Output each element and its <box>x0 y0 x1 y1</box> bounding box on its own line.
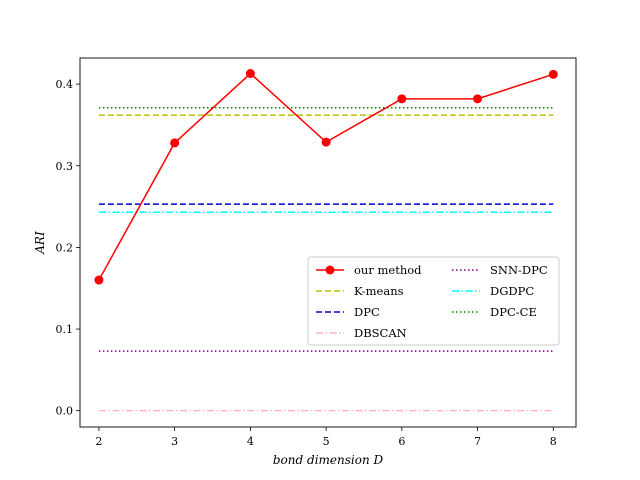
x-axis-label: bond dimension D <box>273 453 384 467</box>
y-tick-label: 0.2 <box>56 241 74 254</box>
y-tick-label: 0.0 <box>56 405 74 418</box>
y-axis-label: ARI <box>33 231 47 255</box>
x-tick-label: 3 <box>171 435 178 448</box>
legend-label-dbscan: DBSCAN <box>354 326 407 340</box>
x-tick-label: 8 <box>550 435 557 448</box>
data-point-our-method <box>397 94 407 104</box>
legend-label-snn-dpc: SNN-DPC <box>490 263 548 277</box>
legend-marker-our-method <box>325 265 335 275</box>
data-point-our-method <box>245 69 255 79</box>
data-point-our-method <box>170 138 180 148</box>
data-point-our-method <box>321 137 331 147</box>
y-tick-label: 0.1 <box>56 323 74 336</box>
legend-label-dgdpc: DGDPC <box>490 284 534 298</box>
x-tick-label: 7 <box>474 435 481 448</box>
data-point-our-method <box>473 94 483 104</box>
x-tick-label: 6 <box>398 435 405 448</box>
legend-label-k-means: K-means <box>354 284 404 298</box>
y-tick-label: 0.3 <box>56 160 74 173</box>
plot-frame <box>79 57 577 428</box>
x-axis-ticks: 2 3 4 5 6 7 8 <box>95 427 557 448</box>
series-layer <box>94 69 558 412</box>
data-point-our-method <box>94 275 104 285</box>
x-tick-label: 4 <box>247 435 254 448</box>
legend-label-our-method: our method <box>354 263 422 277</box>
legend-label-dpc-ce: DPC-CE <box>490 305 537 319</box>
x-tick-label: 5 <box>323 435 330 448</box>
legend: our method K-means DPC DBSCAN SNN-DPC DGDPC DP… <box>307 256 560 346</box>
legend-label-dpc: DPC <box>354 305 380 319</box>
x-tick-label: 2 <box>95 435 102 448</box>
data-point-our-method <box>548 69 558 79</box>
y-axis-ticks: 0.0 0.1 0.2 0.3 0.4 <box>56 78 80 418</box>
series-line-our-method <box>98 72 554 281</box>
y-tick-label: 0.4 <box>56 78 74 91</box>
legend-box <box>307 256 560 346</box>
